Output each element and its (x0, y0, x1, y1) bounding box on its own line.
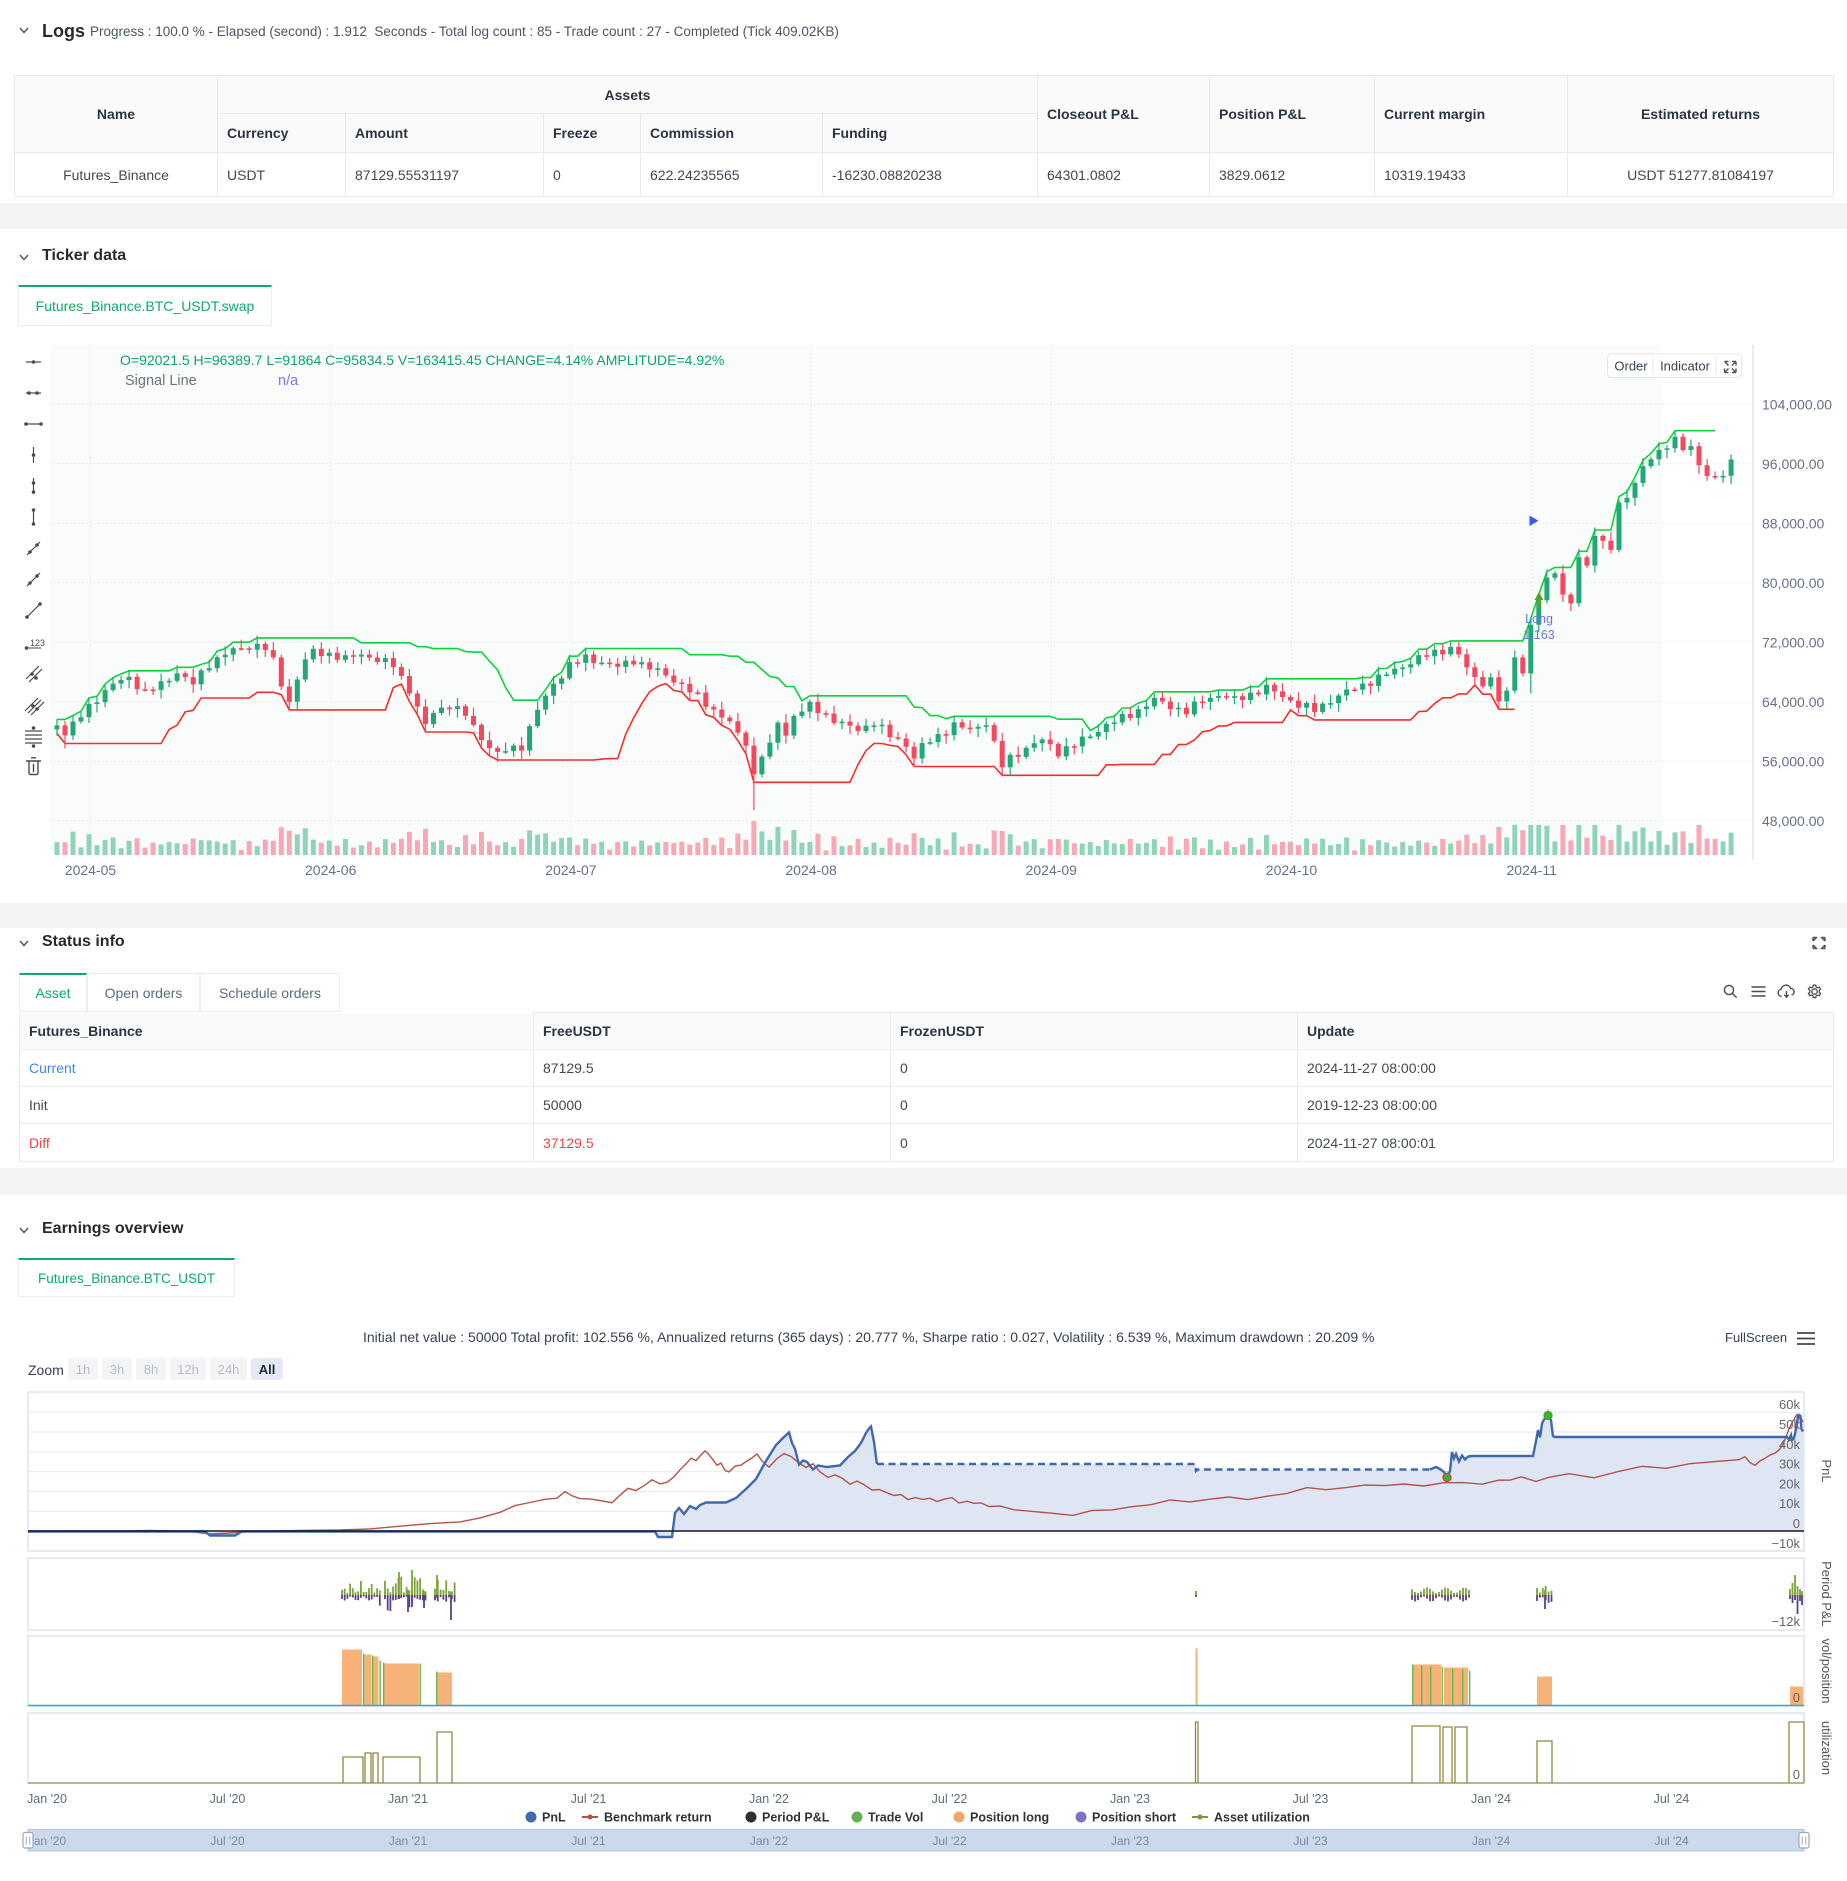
svg-text:72,000.00: 72,000.00 (1762, 634, 1824, 650)
svg-text:Trade Vol: Trade Vol (868, 1811, 923, 1825)
svg-text:Jan '22: Jan '22 (750, 1834, 789, 1848)
svg-text:Jul '21: Jul '21 (571, 1834, 606, 1848)
svg-text:50k: 50k (1779, 1417, 1800, 1432)
svg-text:2024-10: 2024-10 (1266, 862, 1318, 878)
svg-text:PnL: PnL (1819, 1459, 1834, 1482)
svg-text:Jul '20: Jul '20 (210, 1834, 245, 1848)
svg-text:123: 123 (30, 638, 45, 648)
svg-text:88,000.00: 88,000.00 (1762, 515, 1824, 531)
svg-text:Order: Order (1614, 359, 1648, 374)
svg-text:vol/position: vol/position (1819, 1638, 1834, 1703)
svg-text:Jan '21: Jan '21 (388, 1792, 428, 1806)
svg-text:10k: 10k (1779, 1496, 1800, 1511)
svg-text:Indicator: Indicator (1660, 359, 1711, 374)
svg-text:Jan '20: Jan '20 (28, 1834, 67, 1848)
svg-text:40k: 40k (1779, 1437, 1800, 1452)
svg-text:Jan '23: Jan '23 (1110, 1792, 1150, 1806)
svg-text:Jan '24: Jan '24 (1472, 1834, 1511, 1848)
svg-text:1.163: 1.163 (1523, 628, 1554, 642)
svg-text:0: 0 (1793, 1516, 1800, 1531)
svg-text:Jan '24: Jan '24 (1471, 1792, 1511, 1806)
svg-text:64,000.00: 64,000.00 (1762, 694, 1824, 710)
svg-text:−12k: −12k (1771, 1614, 1800, 1629)
svg-text:Jan '20: Jan '20 (27, 1792, 67, 1806)
svg-text:n/a: n/a (278, 373, 299, 389)
svg-text:Jan '21: Jan '21 (389, 1834, 428, 1848)
svg-text:2024-07: 2024-07 (545, 862, 597, 878)
svg-text:Asset utilization: Asset utilization (1214, 1811, 1310, 1825)
svg-text:Jan '22: Jan '22 (749, 1792, 789, 1806)
svg-text:48,000.00: 48,000.00 (1762, 813, 1824, 829)
svg-text:PnL: PnL (542, 1811, 566, 1825)
svg-text:Long: Long (1525, 612, 1553, 626)
svg-text:Signal Line: Signal Line (125, 373, 197, 389)
svg-text:Jul '21: Jul '21 (571, 1792, 607, 1806)
svg-text:O=92021.5 H=96389.7 L=91864 C=: O=92021.5 H=96389.7 L=91864 C=95834.5 V=… (120, 352, 724, 368)
svg-text:30k: 30k (1779, 1457, 1800, 1472)
svg-text:0: 0 (1793, 1767, 1800, 1782)
svg-text:56,000.00: 56,000.00 (1762, 753, 1824, 769)
svg-text:2024-09: 2024-09 (1026, 862, 1078, 878)
svg-text:Jul '22: Jul '22 (932, 1834, 967, 1848)
svg-text:Jul '24: Jul '24 (1654, 1834, 1689, 1848)
svg-text:Position short: Position short (1092, 1811, 1177, 1825)
svg-text:Position long: Position long (970, 1811, 1049, 1825)
svg-text:Jul '23: Jul '23 (1293, 1834, 1328, 1848)
svg-text:Period P&L: Period P&L (1819, 1561, 1834, 1627)
svg-text:−10k: −10k (1771, 1536, 1800, 1551)
svg-text:Benchmark return: Benchmark return (604, 1811, 712, 1825)
svg-text:Period P&L: Period P&L (762, 1811, 830, 1825)
svg-text:Jul '23: Jul '23 (1293, 1792, 1329, 1806)
svg-text:utilization: utilization (1819, 1721, 1834, 1775)
svg-text:2024-11: 2024-11 (1507, 862, 1558, 878)
svg-text:96,000.00: 96,000.00 (1762, 456, 1824, 472)
svg-text:104,000.00: 104,000.00 (1762, 396, 1832, 412)
svg-text:80,000.00: 80,000.00 (1762, 575, 1824, 591)
svg-text:2024-06: 2024-06 (305, 862, 357, 878)
svg-text:2024-05: 2024-05 (65, 862, 117, 878)
svg-text:0: 0 (1793, 1690, 1800, 1705)
svg-text:Jul '22: Jul '22 (932, 1792, 968, 1806)
svg-text:Jul '24: Jul '24 (1654, 1792, 1690, 1806)
svg-text:Jan '23: Jan '23 (1111, 1834, 1150, 1848)
svg-text:Jul '20: Jul '20 (210, 1792, 246, 1806)
svg-text:20k: 20k (1779, 1476, 1800, 1491)
svg-text:60k: 60k (1779, 1397, 1800, 1412)
svg-text:2024-08: 2024-08 (785, 862, 837, 878)
